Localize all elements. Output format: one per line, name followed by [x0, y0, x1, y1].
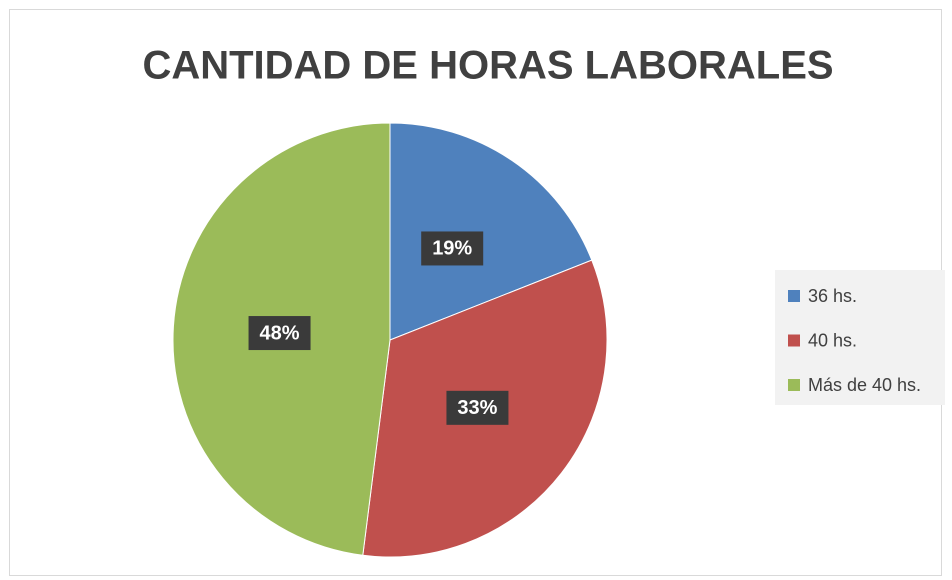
legend-box — [775, 270, 945, 405]
data-label-box — [446, 390, 509, 425]
chart-title: CANTIDAD DE HORAS LABORALES — [142, 44, 833, 88]
data-label: 33% — [457, 397, 497, 419]
legend-swatch — [788, 290, 800, 302]
data-label: 19% — [432, 238, 472, 260]
data-label: 48% — [260, 322, 300, 344]
legend-label: 36 hs. — [808, 286, 857, 306]
legend-label: Más de 40 hs. — [808, 375, 921, 395]
legend-swatch — [788, 334, 800, 347]
data-label-box — [421, 231, 484, 266]
data-label-box — [248, 316, 311, 351]
legend-label: 40 hs. — [808, 330, 857, 350]
legend-swatch — [788, 379, 800, 391]
pie-slice — [389, 122, 593, 341]
